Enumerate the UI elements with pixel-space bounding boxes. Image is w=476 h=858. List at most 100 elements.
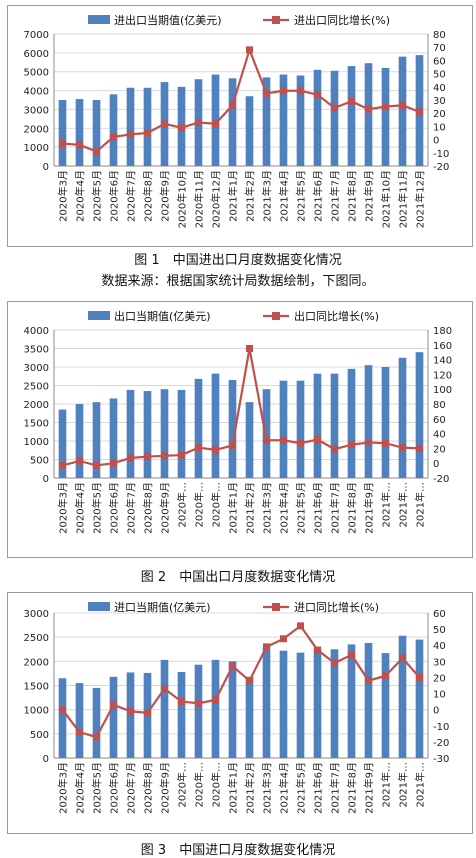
- chart-panel-3: 0 500 1000 1500 2000 2500 3000 -30 -20 -10 0 10 20 30…: [7, 592, 473, 834]
- x-tick-label: 2021年6月: [312, 482, 325, 534]
- growth-point: [280, 436, 287, 444]
- right-tick-label: 60: [433, 415, 446, 426]
- growth-point: [399, 444, 406, 452]
- x-tick-label: 2021年7月: [329, 170, 342, 222]
- legend-bar-swatch: [88, 311, 110, 320]
- chart-svg-1: 0 1000 2000 3000 4000 5000 6000 7000 -20 -10 0 10 20…: [24, 13, 450, 228]
- right-tick-label: 0: [433, 459, 439, 470]
- growth-point: [178, 124, 185, 132]
- figure-caption-1: 图 1 中国进出口月度数据变化情况: [134, 253, 342, 268]
- growth-point: [382, 439, 389, 447]
- x-tick-label: 2020年4月: [74, 762, 87, 814]
- bar: [75, 99, 84, 166]
- bar: [296, 75, 305, 166]
- right-tick-label: 40: [433, 83, 446, 94]
- x-tick-label: 2020年4月: [74, 170, 87, 222]
- x-tick-label: 2020年8月: [142, 762, 155, 814]
- x-tick-label: 2021年12月: [414, 170, 427, 228]
- left-tick-label: 2500: [24, 382, 49, 393]
- bar: [296, 380, 305, 478]
- growth-point: [297, 622, 304, 630]
- growth-point: [399, 101, 406, 109]
- right-tick-label: -10: [433, 149, 449, 160]
- x-tick-label: 2020年…: [176, 482, 189, 527]
- growth-point: [246, 46, 253, 54]
- bar: [194, 664, 203, 758]
- bar: [109, 676, 118, 758]
- right-tick-label: 30: [433, 657, 446, 668]
- right-tick-label: 50: [433, 70, 446, 81]
- right-tick-label: 10: [433, 690, 446, 701]
- x-tick-label: 2021年3月: [261, 482, 274, 534]
- left-tick-label: 1000: [24, 143, 49, 154]
- bar: [245, 402, 254, 478]
- bar: [109, 94, 118, 166]
- bar: [126, 389, 135, 478]
- left-tick-label: 2000: [24, 124, 49, 135]
- x-tick-label: 2021年8月: [346, 482, 359, 534]
- left-tick-label: 4000: [24, 87, 49, 98]
- growth-point: [76, 728, 83, 736]
- x-tick-label: 2021年…: [414, 762, 427, 807]
- x-tick-label: 2021年7月: [329, 482, 342, 534]
- growth-point: [280, 87, 287, 95]
- growth-point: [59, 140, 66, 148]
- bar: [398, 357, 407, 478]
- x-tick-label: 2021年4月: [278, 482, 291, 534]
- x-tick-label: 2020年…: [176, 762, 189, 807]
- growth-point: [110, 459, 117, 467]
- right-tick-label: 160: [433, 341, 452, 352]
- x-tick-label: 2021年…: [397, 482, 410, 527]
- left-tick-label: 1500: [24, 419, 49, 430]
- x-tick-label: 2020年3月: [57, 762, 70, 814]
- growth-point: [178, 698, 185, 706]
- right-tick-label: 50: [433, 625, 446, 636]
- x-tick-label: 2020年6月: [108, 762, 121, 814]
- growth-point: [93, 733, 100, 741]
- growth-line: [62, 46, 420, 153]
- growth-point: [280, 635, 287, 643]
- growth-point: [144, 453, 151, 461]
- growth-point: [365, 105, 372, 113]
- left-tick-label: 0: [43, 162, 49, 173]
- x-tick-label: 2021年…: [380, 762, 393, 807]
- growth-point: [110, 133, 117, 141]
- bar: [58, 678, 67, 758]
- growth-point: [161, 452, 168, 460]
- growth-point: [348, 97, 355, 105]
- growth-point: [161, 685, 168, 693]
- chart-panel-1: 0 1000 2000 3000 4000 5000 6000 7000 -20 -10 0 10 20…: [7, 5, 473, 247]
- left-tick-label: 1000: [24, 706, 49, 717]
- bar: [415, 639, 424, 758]
- bar: [262, 389, 271, 478]
- bar: [126, 87, 135, 166]
- right-tick-label: 60: [433, 56, 446, 67]
- legend-line-label: 进口同比增长(%): [294, 600, 379, 614]
- x-tick-label: 2021年7月: [329, 762, 342, 814]
- right-tick-label: 120: [433, 370, 452, 381]
- x-tick-label: 2021年…: [414, 482, 427, 527]
- x-tick-label: 2021年1月: [227, 762, 240, 814]
- growth-point: [195, 118, 202, 126]
- growth-point: [178, 451, 185, 459]
- x-tick-label: 2020年9月: [159, 170, 172, 222]
- growth-point: [76, 141, 83, 149]
- growth-point: [59, 461, 66, 469]
- growth-point: [212, 120, 219, 128]
- bar: [313, 648, 322, 758]
- right-tick-label: -20: [433, 474, 449, 485]
- growth-point: [59, 706, 66, 714]
- growth-point: [331, 445, 338, 453]
- bar: [58, 100, 67, 166]
- x-tick-label: 2021年2月: [244, 762, 257, 814]
- bar: [92, 100, 101, 166]
- legend-line-marker: [272, 16, 280, 24]
- right-tick-label: 30: [433, 96, 446, 107]
- bar: [160, 659, 169, 758]
- x-tick-label: 2020年8月: [142, 482, 155, 534]
- left-tick-label: 5000: [24, 68, 49, 79]
- right-tick-label: 20: [433, 109, 446, 120]
- legend-bar-label: 进出口当期值(亿美元): [114, 13, 222, 27]
- legend-line-marker: [272, 603, 280, 611]
- bar: [177, 389, 186, 478]
